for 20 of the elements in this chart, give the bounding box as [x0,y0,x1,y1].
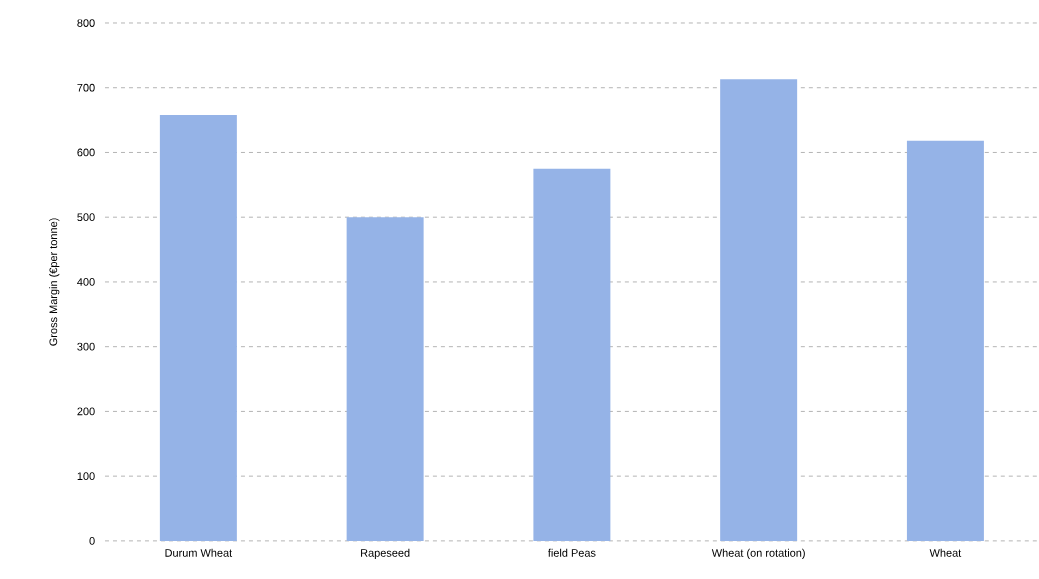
x-tick-label: Rapeseed [361,548,410,559]
bar [346,217,424,541]
y-tick-label: 400 [77,278,95,286]
y-tick-label: 700 [77,83,95,92]
y-tick-label: 300 [77,342,95,351]
bar [159,114,237,541]
x-tick-label: Durum Wheat [165,548,233,557]
x-tick-label: Wheat [929,548,962,557]
bar [720,79,798,541]
y-tick-label: 100 [77,472,95,481]
x-tick-label: field Peas [547,548,596,557]
y-tick-label: 600 [77,148,95,157]
y-tick-label: 0 [89,537,95,545]
y-tick-label: 200 [77,407,95,416]
y-axis-title: Gross Margin (€per tonne) [49,218,60,346]
bar [906,140,984,541]
y-tick-label: 800 [77,19,95,27]
bar [533,168,611,541]
x-tick-label: Wheat (on rotation) [711,548,805,559]
y-tick-label: 500 [77,213,95,222]
